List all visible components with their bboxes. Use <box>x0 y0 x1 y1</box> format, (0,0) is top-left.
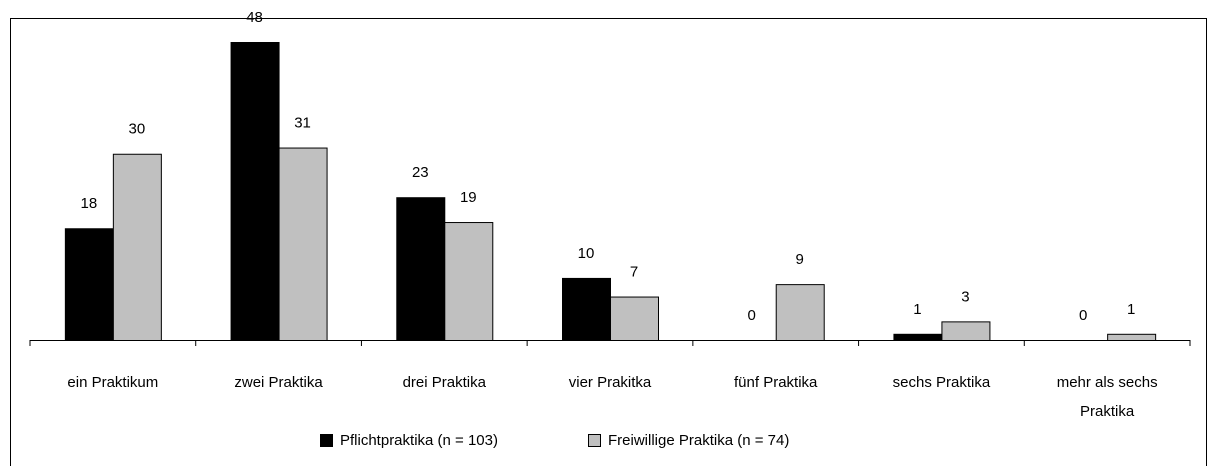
bar <box>941 321 991 341</box>
x-tick-label: drei Praktika <box>402 374 486 391</box>
data-label: 1 <box>913 301 921 318</box>
x-tick-label: zwei Praktika <box>234 374 323 391</box>
x-tick-label: ein Praktikum <box>67 374 159 391</box>
data-label: 19 <box>460 189 477 206</box>
data-label: 48 <box>246 9 263 26</box>
data-label: 30 <box>129 121 146 138</box>
x-tick-label: sechs Praktika <box>892 374 991 391</box>
bar <box>893 333 943 341</box>
data-label: 0 <box>1079 307 1087 324</box>
bar <box>278 147 328 341</box>
bar <box>230 42 280 341</box>
x-tick-label: vier Prakitka <box>568 374 652 391</box>
bar <box>1107 333 1157 341</box>
bar <box>444 222 494 342</box>
data-label: 18 <box>81 195 98 212</box>
data-label: 31 <box>294 115 311 132</box>
legend-swatch <box>588 434 601 447</box>
legend-label: Pflichtpraktika (n = 103) <box>340 432 498 449</box>
data-label: 1 <box>1127 301 1135 318</box>
data-label: 7 <box>630 264 638 281</box>
x-tick-label: mehr als sechs Praktika <box>1056 374 1158 420</box>
legend-label: Freiwillige Praktika (n = 74) <box>608 432 789 449</box>
chart-frame <box>10 18 1207 466</box>
bar <box>562 277 611 341</box>
data-label: 0 <box>748 307 756 324</box>
bar <box>112 153 162 341</box>
x-tick-label: fünf Praktika <box>734 374 818 391</box>
data-label: 9 <box>796 251 804 268</box>
data-label: 10 <box>578 245 595 262</box>
legend-swatch <box>320 434 333 447</box>
bar <box>64 228 114 341</box>
bar <box>396 197 446 341</box>
data-label: 3 <box>961 288 969 305</box>
bar <box>775 284 825 341</box>
bar <box>610 296 659 341</box>
data-label: 23 <box>412 164 429 181</box>
